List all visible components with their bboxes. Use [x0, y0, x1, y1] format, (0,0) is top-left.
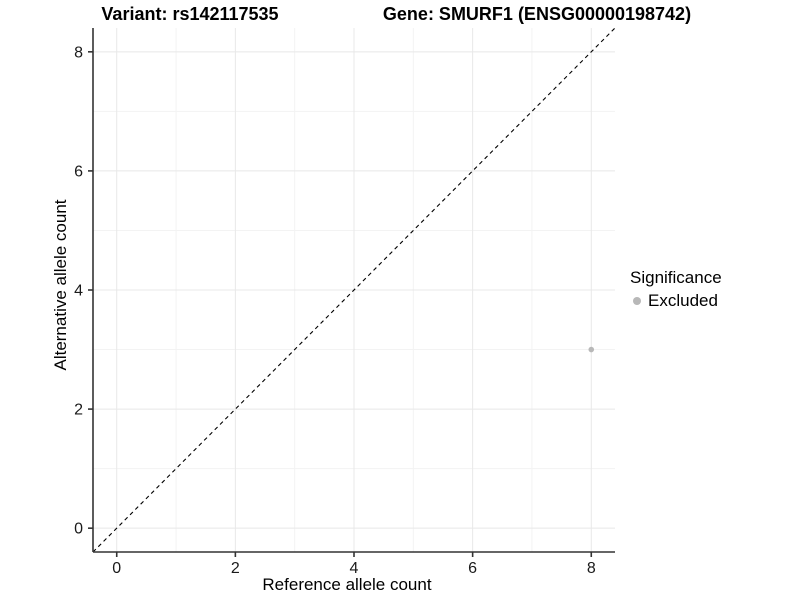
identity-line [92, 27, 616, 553]
plot-title-gene: Gene: SMURF1 (ENSG00000198742) [382, 4, 692, 24]
y-tick-label: 0 [74, 521, 83, 538]
legend-entry-label: Excluded [648, 291, 718, 310]
x-axis-title: Reference allele count [262, 575, 432, 594]
y-tick-label: 6 [74, 163, 83, 180]
y-tick-label: 4 [74, 283, 83, 300]
x-tick-label: 8 [587, 560, 596, 577]
x-tick-label: 0 [112, 560, 121, 577]
data-point [588, 346, 595, 353]
plot-title-variant: Variant: rs142117535 [101, 4, 279, 24]
legend-title: Significance [630, 268, 722, 287]
x-tick-label: 2 [231, 560, 240, 577]
y-tick-label: 8 [74, 44, 83, 61]
legend-point-icon [633, 297, 641, 305]
y-tick-label: 2 [74, 402, 83, 419]
legend: Significance Excluded [630, 268, 722, 311]
x-tick-label: 6 [468, 560, 477, 577]
x-tick-label: 4 [350, 560, 359, 577]
legend-entry-excluded: Excluded [630, 291, 722, 311]
